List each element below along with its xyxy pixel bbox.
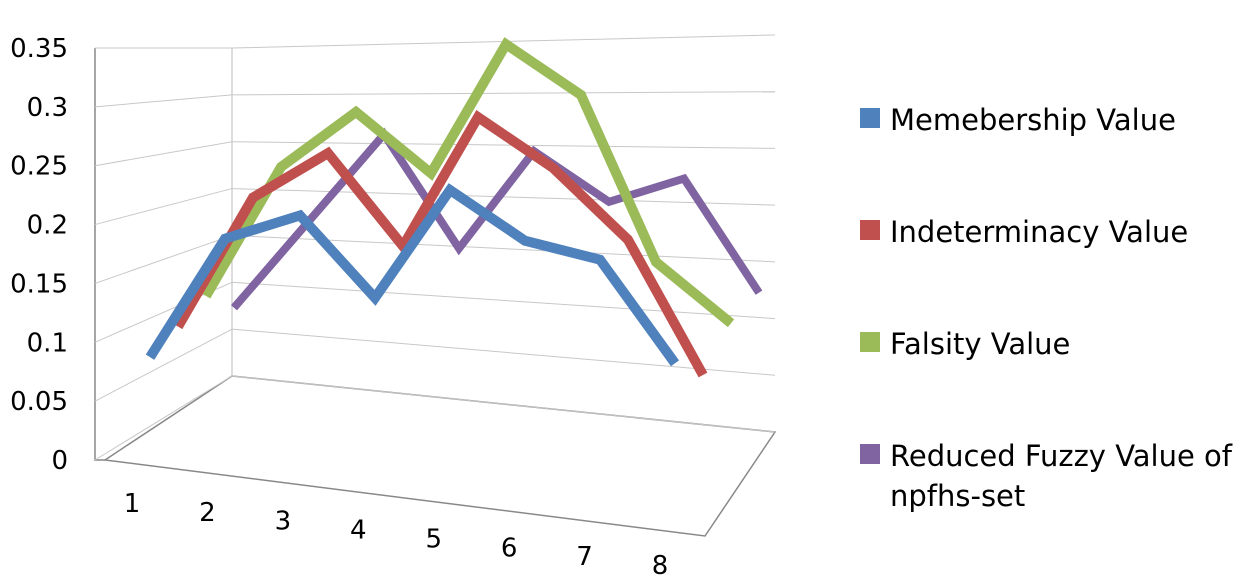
series-line-1 [145,183,680,367]
legend-swatch-indeterminacy [860,220,880,240]
x-axis-tick-labels: 1 2 3 4 5 6 7 8 [124,489,669,581]
y-tick-label: 0.15 [10,269,68,299]
gridline-side [94,141,233,167]
legend-item-falsity: Falsity Value [860,324,1240,364]
gridline-back [231,281,776,320]
legend-label-membership: Memebership Value [890,103,1176,137]
x-tick-label: 3 [275,507,292,537]
y-tick-label: 0.2 [27,211,68,241]
series-line-2 [173,110,708,378]
legend-label-indeterminacy: Indeterminacy Value [890,215,1189,249]
gridline-side [94,234,233,284]
y-tick-label: 0.35 [10,34,68,64]
x-tick-label: 8 [652,551,669,581]
y-axis-tick-labels: 0 0.05 0.1 0.15 0.2 0.25 0.3 0.35 [10,34,68,476]
y-tick-label: 0.1 [27,328,68,358]
gridline-back [231,141,776,149]
gridline-back [231,234,776,263]
gridline-back [231,91,776,96]
legend-label-reduced-fuzzy: Reduced Fuzzy Value of npfhs-set [890,439,1232,513]
x-tick-label: 5 [425,524,442,554]
legend-swatch-reduced-fuzzy [860,444,880,464]
gridline-back [231,328,776,376]
y-tick-label: 0.05 [10,387,68,417]
gridline-side [94,188,233,226]
chart-series-lines [145,37,763,378]
legend-item-reduced-fuzzy: Reduced Fuzzy Value of npfhs-set [860,436,1240,516]
x-tick-label: 4 [350,516,367,546]
legend-label-falsity: Falsity Value [890,327,1071,361]
gridline-side [94,94,233,108]
gridline-side [94,375,233,461]
chart-plot: 0 0.05 0.1 0.15 0.2 0.25 0.3 0.35 1 2 3 4 5 6 7 8 [10,34,777,581]
series-line-4 [230,127,763,311]
legend-item-indeterminacy: Indeterminacy Value [860,212,1240,252]
series-line-3 [201,37,735,328]
gridline-back [231,375,776,433]
legend-swatch-membership [860,108,880,128]
gridline-side [94,328,233,402]
x-tick-label: 7 [576,542,593,572]
x-tick-label: 1 [124,489,141,519]
legend-item-membership: Memebership Value [860,100,1240,140]
y-tick-label: 0.3 [27,93,68,123]
y-tick-label: 0 [51,446,68,476]
legend-swatch-falsity [860,332,880,352]
x-tick-label: 2 [199,498,216,528]
y-tick-label: 0.25 [10,152,68,182]
x-tick-label: 6 [501,533,518,563]
